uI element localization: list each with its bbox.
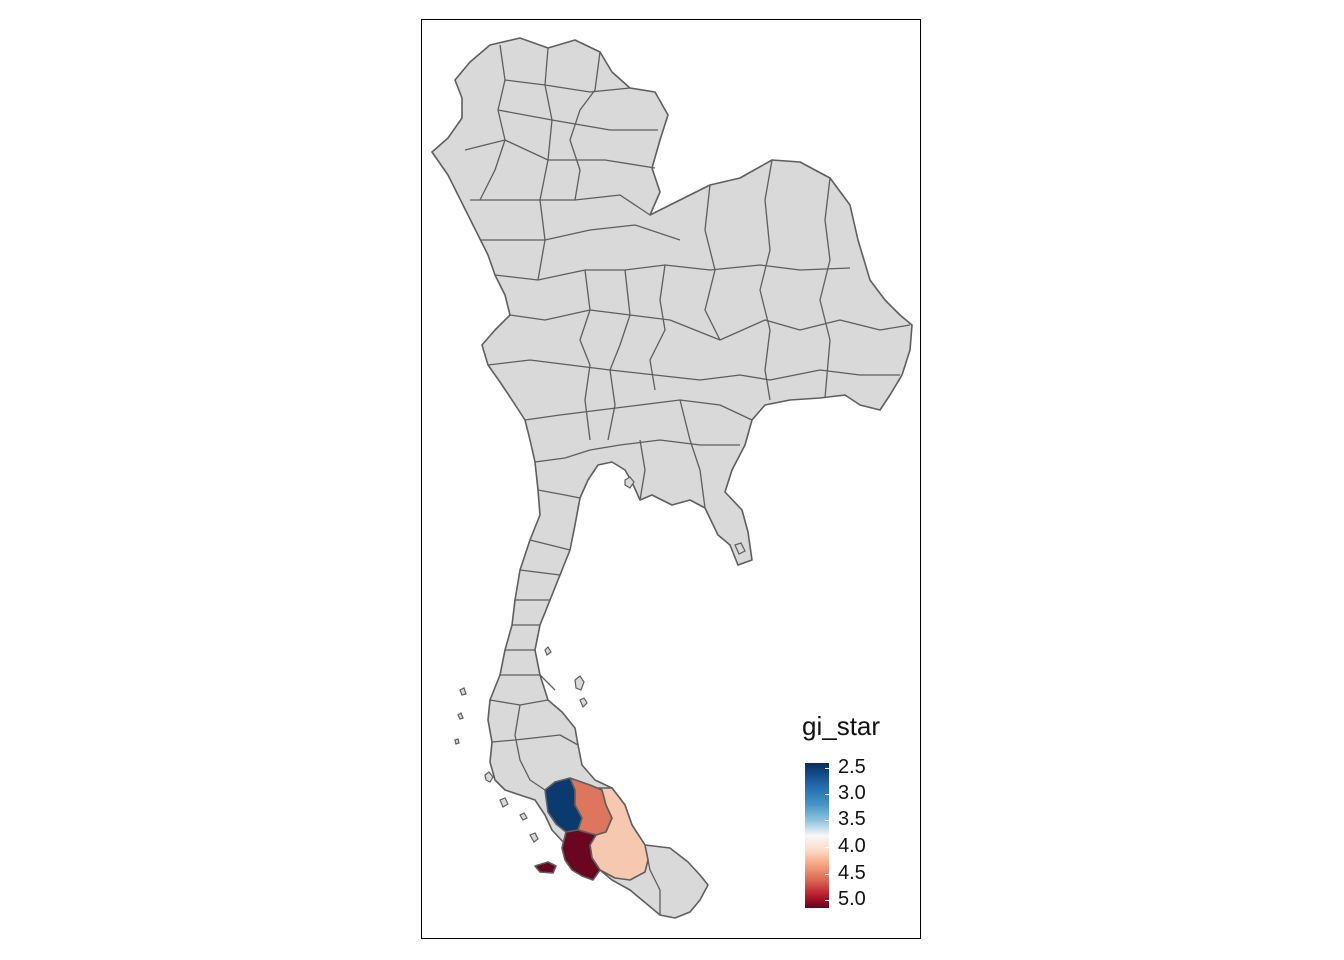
province-borders [464,44,911,915]
legend-title: gi_star [802,711,881,741]
legend-tick-mark [825,847,829,848]
legend-tick-mark [825,900,829,901]
province-peach [589,787,649,881]
legend-tick-label: 4.5 [838,862,866,884]
legend-tick-label: 5.0 [838,888,866,910]
legend-tick-mark [825,768,829,769]
legend-tick-label: 2.5 [838,756,866,778]
islands [454,476,746,843]
legend-tick-mark [825,794,829,795]
province-dark-red-island [534,861,557,874]
legend-tick-label: 3.0 [838,782,866,804]
legend-tick-label: 4.0 [838,835,866,857]
map-panel [421,19,921,939]
province-dark-red [561,829,601,881]
legend-tick-mark [825,820,829,821]
legend-tick-label: 3.5 [838,808,866,830]
thailand-outline [431,37,913,919]
legend-tick-mark [825,874,829,875]
legend-color-bar [805,763,829,908]
